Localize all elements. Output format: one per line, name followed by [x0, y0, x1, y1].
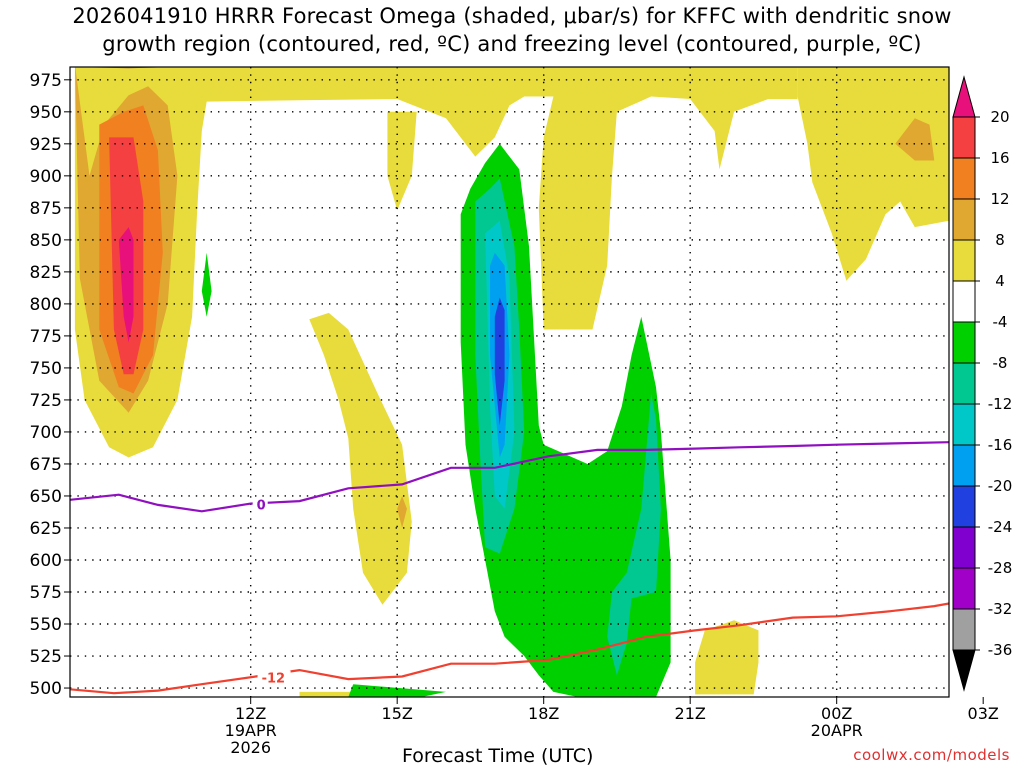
colorbar-bin-6 [952, 321, 976, 364]
colorbar-label: 16 [990, 149, 1009, 167]
dgz-top-label: -12 [262, 672, 286, 687]
colorbar-bin-13 [952, 608, 976, 651]
y-tick-label-550: 550 [30, 615, 62, 635]
colorbar-bin-11 [952, 526, 976, 569]
x-tick-label-03Z: 03Z [968, 704, 999, 723]
x-tick-label-18Z: 18Z [528, 704, 559, 723]
y-tick-label-675: 675 [30, 455, 62, 475]
colorbar: 20 16 12 8 4 -4 -8 -12 -16 -20 -24 -28 -32 -36 [952, 75, 1013, 692]
y-tick-label-600: 600 [30, 551, 62, 571]
contour-labels: -12 0 [252, 497, 291, 687]
colorbar-label: 12 [990, 190, 1009, 208]
omega-region-1 [797, 67, 949, 281]
y-tick-label-875: 875 [30, 199, 62, 219]
colorbar-label: -20 [988, 477, 1013, 495]
plot-frame [69, 66, 950, 698]
y-tick-label-500: 500 [30, 679, 62, 699]
colorbar-label: -28 [988, 559, 1013, 577]
y-tick-label-525: 525 [30, 647, 62, 667]
colorbar-bin-max [952, 75, 976, 118]
omega-region-2 [309, 312, 412, 605]
x-tick-date-12Z: 19APR [225, 721, 277, 740]
y-tick-label-800: 800 [30, 295, 62, 315]
y-tick-label-900: 900 [30, 167, 62, 187]
x-tick-label-00Z: 00Z [821, 704, 852, 723]
colorbar-label: -36 [988, 641, 1013, 659]
colorbar-bin-min [952, 649, 976, 692]
omega-region-10 [397, 496, 407, 528]
y-axis: 500 525 550 575 600 625 650 675 700 725 750 775 800 8… [30, 71, 70, 699]
x-tick-label-12Z: 12Z [235, 704, 266, 723]
y-tick-label-825: 825 [30, 263, 62, 283]
colorbar-label: -32 [988, 600, 1013, 618]
x-tick-year-12Z: 2026 [230, 738, 271, 757]
freezing-level-line [70, 441, 949, 513]
colorbar-bin-7 [952, 362, 976, 405]
colorbar-bin-12 [952, 567, 976, 610]
grid-lines [70, 67, 949, 697]
colorbar-label: -12 [988, 395, 1013, 413]
colorbar-label: -16 [988, 436, 1013, 454]
colorbar-bin-2 [952, 157, 976, 200]
colorbar-bin-1 [952, 116, 976, 159]
y-tick-label-925: 925 [30, 135, 62, 155]
dgz-top-label-bg [257, 670, 291, 686]
colorbar-bin-3 [952, 198, 976, 241]
y-tick-label-750: 750 [30, 359, 62, 379]
omega-region-19 [494, 297, 505, 426]
colorbar-bin-4 [952, 239, 976, 282]
omega-region-14 [201, 252, 212, 317]
y-tick-label-700: 700 [30, 423, 62, 443]
y-tick-label-950: 950 [30, 103, 62, 123]
y-tick-label-850: 850 [30, 231, 62, 251]
colorbar-bin-10 [952, 485, 976, 528]
x-tick-label-15Z: 15Z [382, 704, 413, 723]
x-tick-label-21Z: 21Z [675, 704, 706, 723]
colorbar-label: -8 [993, 354, 1008, 372]
colorbar-label: -24 [988, 518, 1013, 536]
omega-region-4 [695, 620, 759, 695]
temperature-contours [70, 441, 949, 695]
dgz-top-line [70, 602, 949, 695]
x-tick-date-00Z: 20APR [811, 721, 863, 740]
y-tick-label-575: 575 [30, 583, 62, 603]
y-tick-label-775: 775 [30, 327, 62, 347]
y-tick-label-625: 625 [30, 519, 62, 539]
shaded-omega-regions [70, 67, 949, 697]
omega-region-13 [348, 684, 446, 697]
colorbar-bin-9 [952, 444, 976, 487]
site-credit[interactable]: coolwx.com/models [853, 746, 1010, 764]
colorbar-label: -4 [993, 313, 1008, 331]
colorbar-label: 20 [990, 108, 1009, 126]
omega-region-3 [387, 111, 417, 211]
colorbar-label: 8 [995, 231, 1005, 249]
colorbar-bin-5 [952, 280, 976, 323]
colorbar-label: 4 [995, 272, 1005, 290]
y-tick-label-975: 975 [30, 71, 62, 91]
freezing-level-label-bg [252, 497, 268, 513]
colorbar-bin-8 [952, 403, 976, 446]
y-tick-label-725: 725 [30, 391, 62, 411]
chart-title-line2: growth region (contoured, red, ºC) and f… [102, 32, 922, 56]
x-axis-title: Forecast Time (UTC) [402, 745, 594, 767]
omega-region-11 [895, 118, 935, 161]
chart-title-line1: 2026041910 HRRR Forecast Omega (shaded, … [72, 4, 952, 28]
freezing-level-label: 0 [257, 499, 266, 514]
omega-region-9 [118, 227, 134, 343]
y-tick-label-650: 650 [30, 487, 62, 507]
